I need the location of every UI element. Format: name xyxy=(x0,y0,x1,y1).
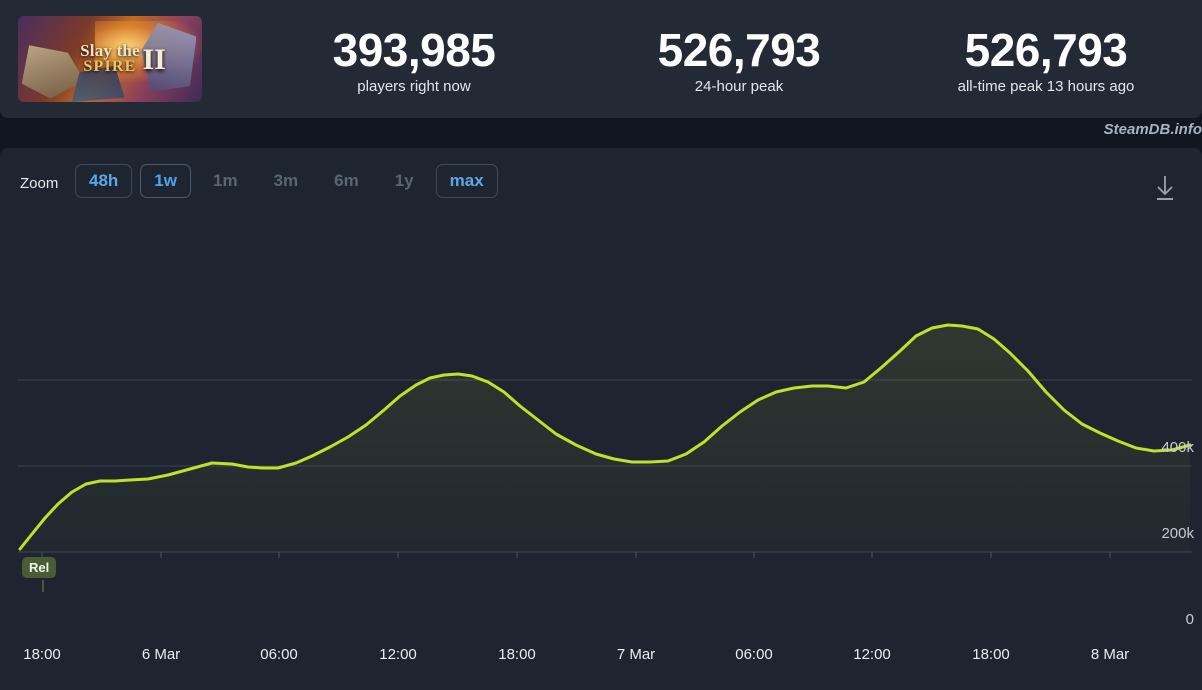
zoom-toolbar: Zoom 48h 1w 1m 3m 6m 1y max xyxy=(0,164,1202,210)
x-axis-label-3: 12:00 xyxy=(379,646,417,663)
zoom-button-48h[interactable]: 48h xyxy=(75,164,133,198)
x-axis-labels: 18:00 6 Mar 06:00 12:00 18:00 7 Mar 06:0… xyxy=(0,646,1202,670)
game-title-line2: SPIRE xyxy=(83,58,137,75)
stat-label: players right now xyxy=(357,77,471,95)
zoom-button-1w[interactable]: 1w xyxy=(140,164,191,198)
x-axis-label-0: 18:00 xyxy=(23,646,61,663)
x-axis-label-7: 12:00 xyxy=(853,646,891,663)
stats-panel: Slay the SPIRE II 393,985 players right … xyxy=(0,0,1202,118)
zoom-button-6m[interactable]: 6m xyxy=(320,164,373,198)
stat-label: 24-hour peak xyxy=(694,77,784,95)
zoom-range-buttons: 48h 1w 1m 3m 6m 1y max xyxy=(75,164,498,198)
players-line[interactable] xyxy=(18,323,1192,551)
stat-value: 393,985 xyxy=(332,23,496,76)
plot-area[interactable] xyxy=(0,226,1202,626)
players-area-chart[interactable] xyxy=(0,226,1202,626)
stat-label: all-time peak 13 hours ago xyxy=(957,77,1135,95)
game-title-art: Slay the SPIRE II xyxy=(80,41,166,76)
stat-value: 526,793 xyxy=(657,23,821,76)
chart-panel: Zoom 48h 1w 1m 3m 6m 1y max xyxy=(0,148,1202,690)
stat-alltime-peak: 526,793 all-time peak 13 hours ago xyxy=(896,24,1196,95)
x-axis-label-1: 6 Mar xyxy=(141,646,181,663)
stat-players-now: 393,985 players right now xyxy=(244,24,584,95)
release-marker[interactable]: Rel xyxy=(22,557,57,578)
release-marker-stem xyxy=(42,580,44,592)
stat-24h-peak: 526,793 24-hour peak xyxy=(594,24,884,95)
x-axis-label-9: 8 Mar xyxy=(1090,646,1130,663)
x-axis-label-8: 18:00 xyxy=(972,646,1010,663)
y-axis-label-0: 0 xyxy=(1185,611,1194,628)
players-area-fill xyxy=(20,325,1190,552)
x-tick-marks xyxy=(41,552,1111,558)
x-axis-label-5: 7 Mar xyxy=(616,646,656,663)
game-title-line1: Slay the xyxy=(80,41,140,60)
zoom-button-1m[interactable]: 1m xyxy=(199,164,252,198)
x-axis-label-2: 06:00 xyxy=(260,646,298,663)
zoom-label: Zoom xyxy=(20,175,59,192)
x-axis-label-6: 06:00 xyxy=(735,646,773,663)
download-icon[interactable] xyxy=(1150,170,1180,204)
steamdb-watermark: SteamDB.info xyxy=(1103,121,1202,138)
y-axis-label-400k: 400k xyxy=(1161,439,1194,456)
game-title-numeral: II xyxy=(142,43,166,76)
y-axis-label-200k: 200k xyxy=(1161,525,1194,542)
game-capsule-art[interactable]: Slay the SPIRE II xyxy=(18,16,202,102)
zoom-button-1y[interactable]: 1y xyxy=(381,164,428,198)
x-axis-label-4: 18:00 xyxy=(498,646,536,663)
stat-value: 526,793 xyxy=(964,23,1128,76)
zoom-button-3m[interactable]: 3m xyxy=(260,164,313,198)
zoom-button-max[interactable]: max xyxy=(435,164,498,198)
